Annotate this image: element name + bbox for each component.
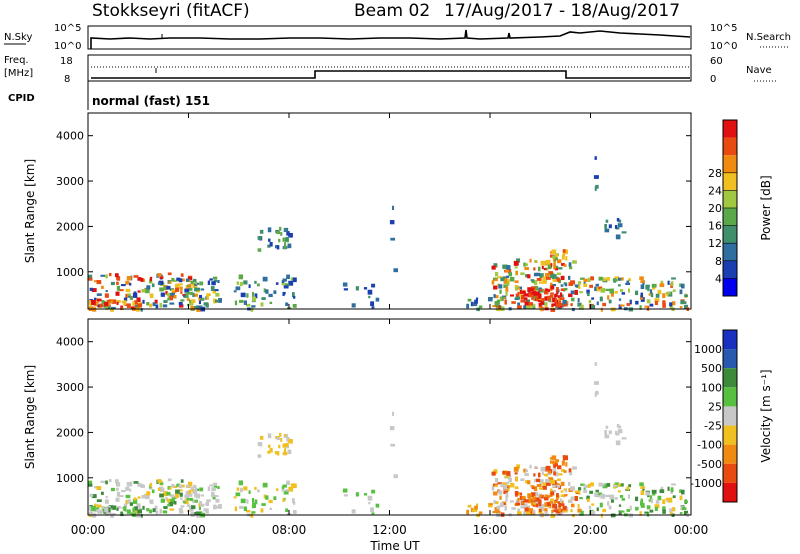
colorbar-segment xyxy=(723,444,737,464)
colorbar-tick-label: 28 xyxy=(708,167,722,180)
x-tick-label: 04:00 xyxy=(171,523,206,537)
freq-nave-panel: Freq. [MHz] 18 8 60 0 Nave xyxy=(4,54,776,85)
y-tick-label: 4000 xyxy=(56,336,84,349)
x-tick-label: 16:00 xyxy=(473,523,508,537)
colorbar-segment xyxy=(723,190,737,208)
freq-trace xyxy=(91,70,690,79)
nsearch-tick-high: 10^5 xyxy=(710,23,737,34)
velocity-colorbar-label: Velocity [m s⁻¹] xyxy=(759,369,773,462)
velocity-y-axis: 1000 2000 3000 4000 xyxy=(56,336,691,485)
power-y-label: Slant Range [km] xyxy=(23,159,37,263)
colorbar-segment xyxy=(723,225,737,244)
station-title: Stokkseyri (fitACF) xyxy=(92,1,250,21)
x-tick-label: 00:00 xyxy=(674,523,709,537)
power-colorbar: 4 8 12 16 20 24 28 xyxy=(708,119,738,297)
x-axis-label: Time UT xyxy=(369,539,420,553)
colorbar-segment xyxy=(723,137,737,156)
colorbar-tick-label: -1000 xyxy=(690,477,722,490)
colorbar-segment xyxy=(723,120,737,138)
y-tick-label: 4000 xyxy=(56,130,84,143)
x-tick-label: 12:00 xyxy=(372,523,407,537)
nsky-label: N.Sky xyxy=(4,32,32,43)
colorbar-tick-label: 25 xyxy=(708,400,722,413)
colorbar-segment xyxy=(723,482,737,502)
freq-tick-high: 18 xyxy=(60,56,73,67)
cpid-panel: CPID normal (fast) 151 xyxy=(8,81,210,110)
y-tick-label: 3000 xyxy=(56,381,84,394)
colorbar-segment xyxy=(723,208,737,226)
colorbar-segment xyxy=(723,463,737,483)
y-tick-label: 3000 xyxy=(56,175,84,188)
power-panel: 1000 2000 3000 4000 Slant Range [km] 4 8 12 16… xyxy=(23,112,773,312)
power-scatter xyxy=(88,156,690,312)
velocity-scatter xyxy=(88,362,690,518)
colorbar-segment xyxy=(723,406,737,426)
velocity-panel: 1000 2000 3000 4000 00:00 04:00 08:00 12:00 16:… xyxy=(23,113,773,553)
date-range: 17/Aug/2017 - 18/Aug/2017 xyxy=(444,1,680,21)
nsky-panel: N.Sky 10^5 10^0 10^5 10^0 N.Search xyxy=(4,23,791,52)
colorbar-segment xyxy=(723,278,737,296)
freq-label-top: Freq. xyxy=(4,55,29,66)
y-tick-label: 2000 xyxy=(56,426,84,439)
colorbar-segment xyxy=(723,243,737,261)
power-colorbar-label: Power [dB] xyxy=(759,175,773,240)
nsky-trace xyxy=(90,29,691,49)
cpid-text: normal (fast) 151 xyxy=(92,94,210,108)
colorbar-segment xyxy=(723,260,737,279)
y-tick-label: 2000 xyxy=(56,220,84,233)
nsearch-label: N.Search xyxy=(746,32,791,43)
colorbar-tick-label: 16 xyxy=(708,220,722,233)
colorbar-segment xyxy=(723,387,737,407)
nsky-tick-low: 10^0 xyxy=(54,41,81,52)
freq-label-bottom: [MHz] xyxy=(4,68,33,79)
colorbar-tick-label: 100 xyxy=(701,381,722,394)
colorbar-tick-label: 4 xyxy=(715,272,722,285)
colorbar-tick-label: 1000 xyxy=(694,343,722,356)
cpid-label: CPID xyxy=(8,93,35,104)
colorbar-segment xyxy=(723,349,737,369)
nsearch-tick-low: 10^0 xyxy=(710,41,737,52)
colorbar-segment xyxy=(723,172,737,191)
colorbar-segment xyxy=(723,425,737,445)
colorbar-tick-label: -25 xyxy=(704,420,722,433)
colorbar-segment xyxy=(723,155,737,173)
colorbar-tick-label: 500 xyxy=(701,362,722,375)
velocity-y-label: Slant Range [km] xyxy=(23,365,37,469)
colorbar-tick-label: 8 xyxy=(715,255,722,268)
colorbar-tick-label: 12 xyxy=(708,237,722,250)
velocity-colorbar: 1000 500 100 25 -25 -100 -500 -1000 xyxy=(690,329,738,503)
time-x-axis: 00:00 04:00 08:00 12:00 16:00 20:00 00:00 xyxy=(71,113,709,537)
beam-label: Beam 02 xyxy=(354,1,430,21)
x-tick-label: 08:00 xyxy=(272,523,307,537)
colorbar-segment xyxy=(723,368,737,388)
colorbar-tick-label: 24 xyxy=(708,184,722,197)
colorbar-segment xyxy=(723,330,737,350)
nave-tick-high: 60 xyxy=(710,56,723,67)
colorbar-tick-label: -500 xyxy=(697,458,722,471)
x-tick-label: 00:00 xyxy=(71,523,106,537)
x-tick-label: 20:00 xyxy=(573,523,608,537)
y-tick-label: 1000 xyxy=(56,472,84,485)
power-y-axis: 1000 2000 3000 4000 xyxy=(56,130,691,279)
colorbar-tick-label: 20 xyxy=(708,202,722,215)
freq-tick-low: 8 xyxy=(64,74,70,85)
nave-label: Nave xyxy=(746,65,772,76)
nave-tick-low: 0 xyxy=(710,74,716,85)
colorbar-tick-label: -100 xyxy=(697,439,722,452)
nsky-tick-high: 10^5 xyxy=(54,23,81,34)
y-tick-label: 1000 xyxy=(56,266,84,279)
